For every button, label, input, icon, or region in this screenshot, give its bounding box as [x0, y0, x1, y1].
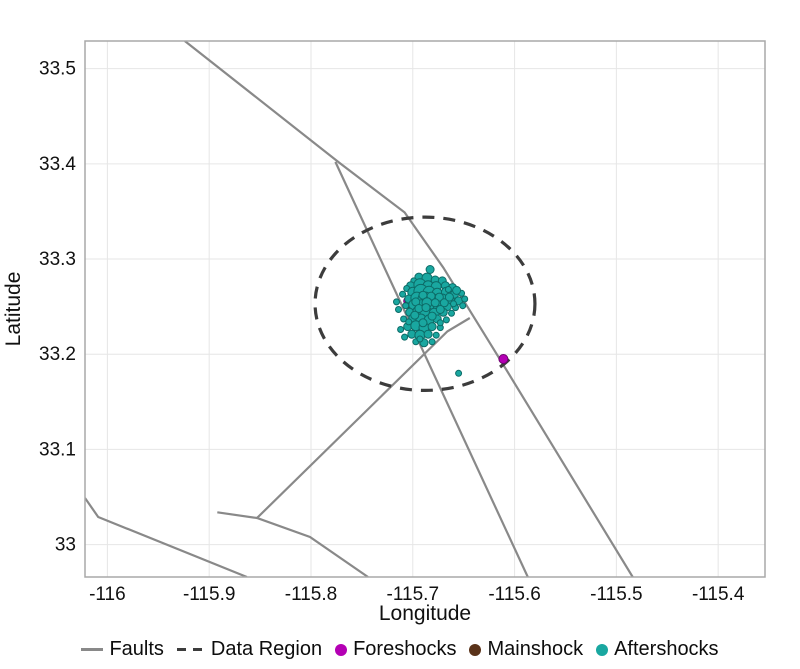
aftershocks-point [400, 315, 408, 323]
aftershocks-point [395, 306, 402, 313]
aftershocks-point [436, 319, 444, 327]
aftershocks-dot-swatch [596, 643, 609, 656]
legend-item-aftershocks: Aftershocks [596, 638, 719, 661]
aftershocks-point [444, 292, 454, 302]
fault-line [256, 317, 471, 519]
faults-line-swatch [81, 648, 104, 651]
x-tick-label: -115.6 [488, 584, 540, 605]
y-tick-label: 33.3 [39, 249, 76, 270]
x-tick-label: -115.9 [183, 584, 235, 605]
aftershocks-point [427, 322, 437, 332]
legend-item-faults: Faults [81, 638, 164, 661]
aftershocks-point [430, 298, 440, 308]
aftershocks-point [425, 265, 435, 274]
map-plot: -116 -115.9 -115.8 -115.7 -115.6 -115.5 -115.4… [2, 40, 766, 625]
aftershocks-point [448, 309, 455, 317]
aftershocks-point [405, 318, 413, 326]
fault-line [334, 161, 529, 577]
aftershocks-point [459, 302, 467, 310]
legend-label-aftershocks: Aftershocks [614, 638, 719, 660]
aftershocks-point [402, 302, 410, 310]
fault-line [85, 497, 248, 577]
aftershocks-point [418, 318, 428, 328]
legend-label-faults: Faults [109, 638, 164, 660]
aftershocks-point [461, 295, 469, 303]
x-tick-label: -115.7 [387, 584, 439, 605]
legend-item-mainshock: Mainshock [469, 638, 583, 661]
y-tick-label: 33.4 [39, 154, 76, 175]
y-tick-label: 33.1 [39, 439, 76, 460]
aftershocks-point [393, 298, 400, 306]
aftershocks-point [452, 285, 462, 295]
legend-label-data-region: Data Region [210, 638, 323, 660]
foreshocks-dot-swatch [335, 643, 348, 656]
legend-label-mainshock: Mainshock [487, 638, 584, 660]
data-region-dash-swatch [176, 647, 205, 652]
aftershocks-point [442, 316, 450, 324]
aftershocks-point [410, 310, 420, 320]
aftershocks-point [399, 290, 407, 298]
x-tick-label: -115.4 [692, 584, 745, 605]
aftershocks-point [416, 335, 424, 343]
fault-line [184, 41, 634, 577]
aftershocks-point [450, 300, 457, 308]
aftershocks-point [439, 298, 449, 308]
legend: Faults Data Region Foreshocks Mainshock … [0, 638, 800, 661]
y-tick-label: 33 [55, 535, 76, 556]
x-tick-label: -116 [89, 584, 126, 605]
aftershocks-point [421, 303, 431, 313]
legend-item-foreshocks: Foreshocks [335, 638, 456, 661]
aftershocks-point [401, 333, 409, 341]
aftershocks-point [455, 369, 463, 377]
legend-label-foreshocks: Foreshocks [353, 638, 457, 660]
foreshocks-point [498, 354, 509, 364]
x-tick-label: -115.5 [590, 584, 642, 605]
earthquake-map-figure: -116 -115.9 -115.8 -115.7 -115.6 -115.5 -115.4… [2, 40, 766, 660]
y-tick-label: 33.5 [39, 59, 76, 80]
aftershocks-point [428, 338, 436, 346]
aftershocks-point [435, 305, 445, 314]
legend-item-data-region: Data Region [176, 638, 323, 661]
aftershocks-point [397, 326, 405, 333]
aftershocks-point [444, 286, 452, 293]
aftershocks-point [432, 331, 440, 339]
x-tick-label: -115.8 [285, 584, 337, 605]
aftershocks-point [423, 329, 433, 339]
mainshock-dot-swatch [469, 643, 482, 656]
data-region-ellipse [313, 215, 537, 392]
plot-frame [84, 40, 766, 578]
y-tick-label: 33.2 [39, 344, 76, 365]
aftershocks-point [427, 311, 437, 321]
y-axis-label: Latitude [2, 272, 25, 347]
fault-line [217, 511, 369, 577]
x-axis-label: Longitude [379, 602, 471, 625]
